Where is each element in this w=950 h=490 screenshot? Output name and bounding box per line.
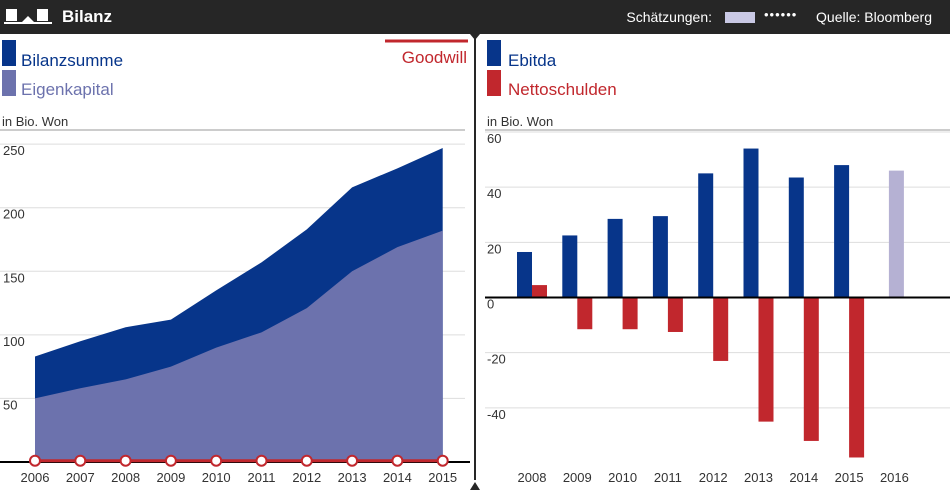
right-y-tick-label: 0	[487, 297, 494, 312]
legend-swatch-bilanzsumme	[2, 40, 16, 66]
legend-label-goodwill: Goodwill	[402, 48, 467, 67]
divider-notch-top	[470, 34, 480, 40]
right-x-tick-label: 2012	[699, 470, 728, 485]
bar-nettoschulden	[849, 297, 865, 458]
legend-swatch-eigenkapital	[2, 70, 16, 96]
left-x-tick-label: 2010	[202, 470, 231, 485]
point-goodwill	[391, 454, 404, 467]
logo-icon	[4, 9, 52, 24]
left-x-tick-label: 2014	[383, 470, 412, 485]
header-bar: Bilanz Schätzungen: •••••• Quelle: Bloom…	[0, 0, 950, 34]
legend-swatch-nettoschulden	[487, 70, 501, 96]
right-x-tick-label: 2016	[880, 470, 909, 485]
estimate-swatch	[725, 12, 755, 23]
legend-swatch-ebitda	[487, 40, 501, 66]
bar-ebitda	[562, 235, 578, 298]
right-y-tick-label: 60	[487, 131, 501, 146]
right-chart: Ebitda Nettoschulden in Bio. Won 2008 200…	[485, 40, 950, 485]
bar-nettoschulden	[667, 297, 683, 332]
left-x-tick-label: 2012	[292, 470, 321, 485]
right-y-tick-label: 20	[487, 241, 501, 256]
left-x-tick-label: 2007	[66, 470, 95, 485]
right-y-tick-label: -20	[487, 352, 506, 367]
bar-ebitda	[834, 165, 850, 298]
left-chart: Bilanzsumme Eigenkapital Goodwill in Bio…	[0, 39, 470, 485]
legend-label-eigenkapital: Eigenkapital	[21, 80, 114, 99]
legend-label-ebitda: Ebitda	[508, 51, 557, 70]
bar-ebitda	[517, 251, 532, 298]
left-y-tick-label: 150	[3, 270, 25, 285]
left-x-tick-label: 2006	[21, 470, 50, 485]
left-x-tick-label: 2015	[428, 470, 457, 485]
bar-nettoschulden	[713, 297, 729, 361]
right-y-tick-label: -40	[487, 407, 506, 422]
bar-ebitda	[698, 173, 714, 298]
left-x-tick-label: 2008	[111, 470, 140, 485]
point-goodwill	[119, 454, 132, 467]
left-unit-label: in Bio. Won	[2, 114, 68, 129]
point-goodwill	[164, 454, 177, 467]
area-eigenkapital	[35, 230, 443, 462]
point-goodwill	[29, 454, 41, 467]
point-goodwill	[436, 454, 449, 467]
left-y-tick-label: 250	[3, 143, 25, 158]
right-x-tick-label: 2010	[608, 470, 637, 485]
left-x-tick-label: 2013	[338, 470, 367, 485]
right-x-tick-label: 2008	[518, 470, 547, 485]
right-y-tick-label: 40	[487, 186, 501, 201]
bar-ebitda	[607, 218, 623, 298]
bar-ebitda	[652, 216, 668, 298]
bar-nettoschulden	[758, 297, 774, 422]
left-y-tick-label: 100	[3, 334, 25, 349]
bar-nettoschulden	[622, 297, 638, 330]
point-goodwill	[210, 454, 223, 467]
estimates-label: Schätzungen:	[626, 9, 712, 25]
point-goodwill	[74, 454, 87, 467]
right-x-tick-label: 2014	[789, 470, 818, 485]
right-x-tick-label: 2015	[835, 470, 864, 485]
point-goodwill	[300, 454, 313, 467]
point-goodwill	[255, 454, 268, 467]
bar-nettoschulden	[577, 297, 593, 330]
source-label: Quelle: Bloomberg	[816, 9, 932, 25]
estimate-dots: ••••••	[764, 7, 798, 22]
left-x-tick-label: 2011	[248, 470, 276, 485]
bar-ebitda	[888, 170, 904, 298]
page-title: Bilanz	[62, 7, 113, 26]
point-goodwill	[346, 454, 359, 467]
left-y-tick-label: 50	[3, 397, 17, 412]
legend-label-bilanzsumme: Bilanzsumme	[21, 51, 123, 70]
left-y-tick-label: 200	[3, 207, 25, 222]
right-x-tick-label: 2013	[744, 470, 773, 485]
left-x-tick-label: 2009	[156, 470, 185, 485]
right-x-tick-label: 2011	[654, 470, 682, 485]
divider-notch-bottom	[470, 482, 480, 490]
bar-nettoschulden	[532, 285, 547, 298]
bar-ebitda	[743, 148, 759, 298]
right-unit-label: in Bio. Won	[487, 114, 553, 129]
right-x-tick-label: 2009	[563, 470, 592, 485]
bar-nettoschulden	[803, 297, 819, 441]
bar-ebitda	[788, 177, 804, 298]
legend-label-nettoschulden: Nettoschulden	[508, 80, 617, 99]
